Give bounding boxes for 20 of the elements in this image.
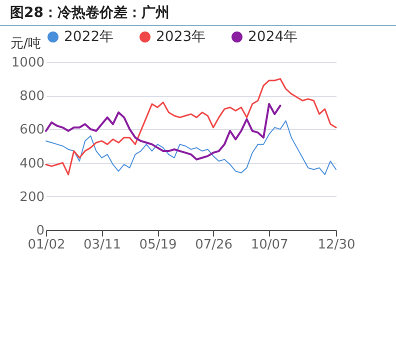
x-tick-label: 12/30 <box>318 238 356 252</box>
y-tick-label: 1000 <box>11 56 44 70</box>
y-tick-label: 600 <box>20 122 44 138</box>
x-tick-label: 07/26 <box>195 238 233 252</box>
y-tick-label: 200 <box>20 190 44 205</box>
x-tick-label: 03/11 <box>84 238 122 252</box>
y-tick-label: 0 <box>36 224 44 238</box>
chart-title: 图28：冷热卷价差：广州 <box>0 0 396 26</box>
legend-label: 2023年 <box>156 29 206 45</box>
y-tick-label: 400 <box>20 156 44 172</box>
legend-label: 2022年 <box>64 29 114 45</box>
x-tick-label: 10/07 <box>250 238 288 252</box>
x-tick-label: 05/19 <box>139 238 177 252</box>
line-series <box>45 78 337 176</box>
line-series <box>45 103 282 160</box>
line-series <box>46 120 336 176</box>
y-axis-title: 元/吨 <box>10 36 41 52</box>
x-tick-label: 01/02 <box>28 238 66 252</box>
legend-label: 2024年 <box>248 29 298 45</box>
y-tick-label: 800 <box>20 89 44 104</box>
